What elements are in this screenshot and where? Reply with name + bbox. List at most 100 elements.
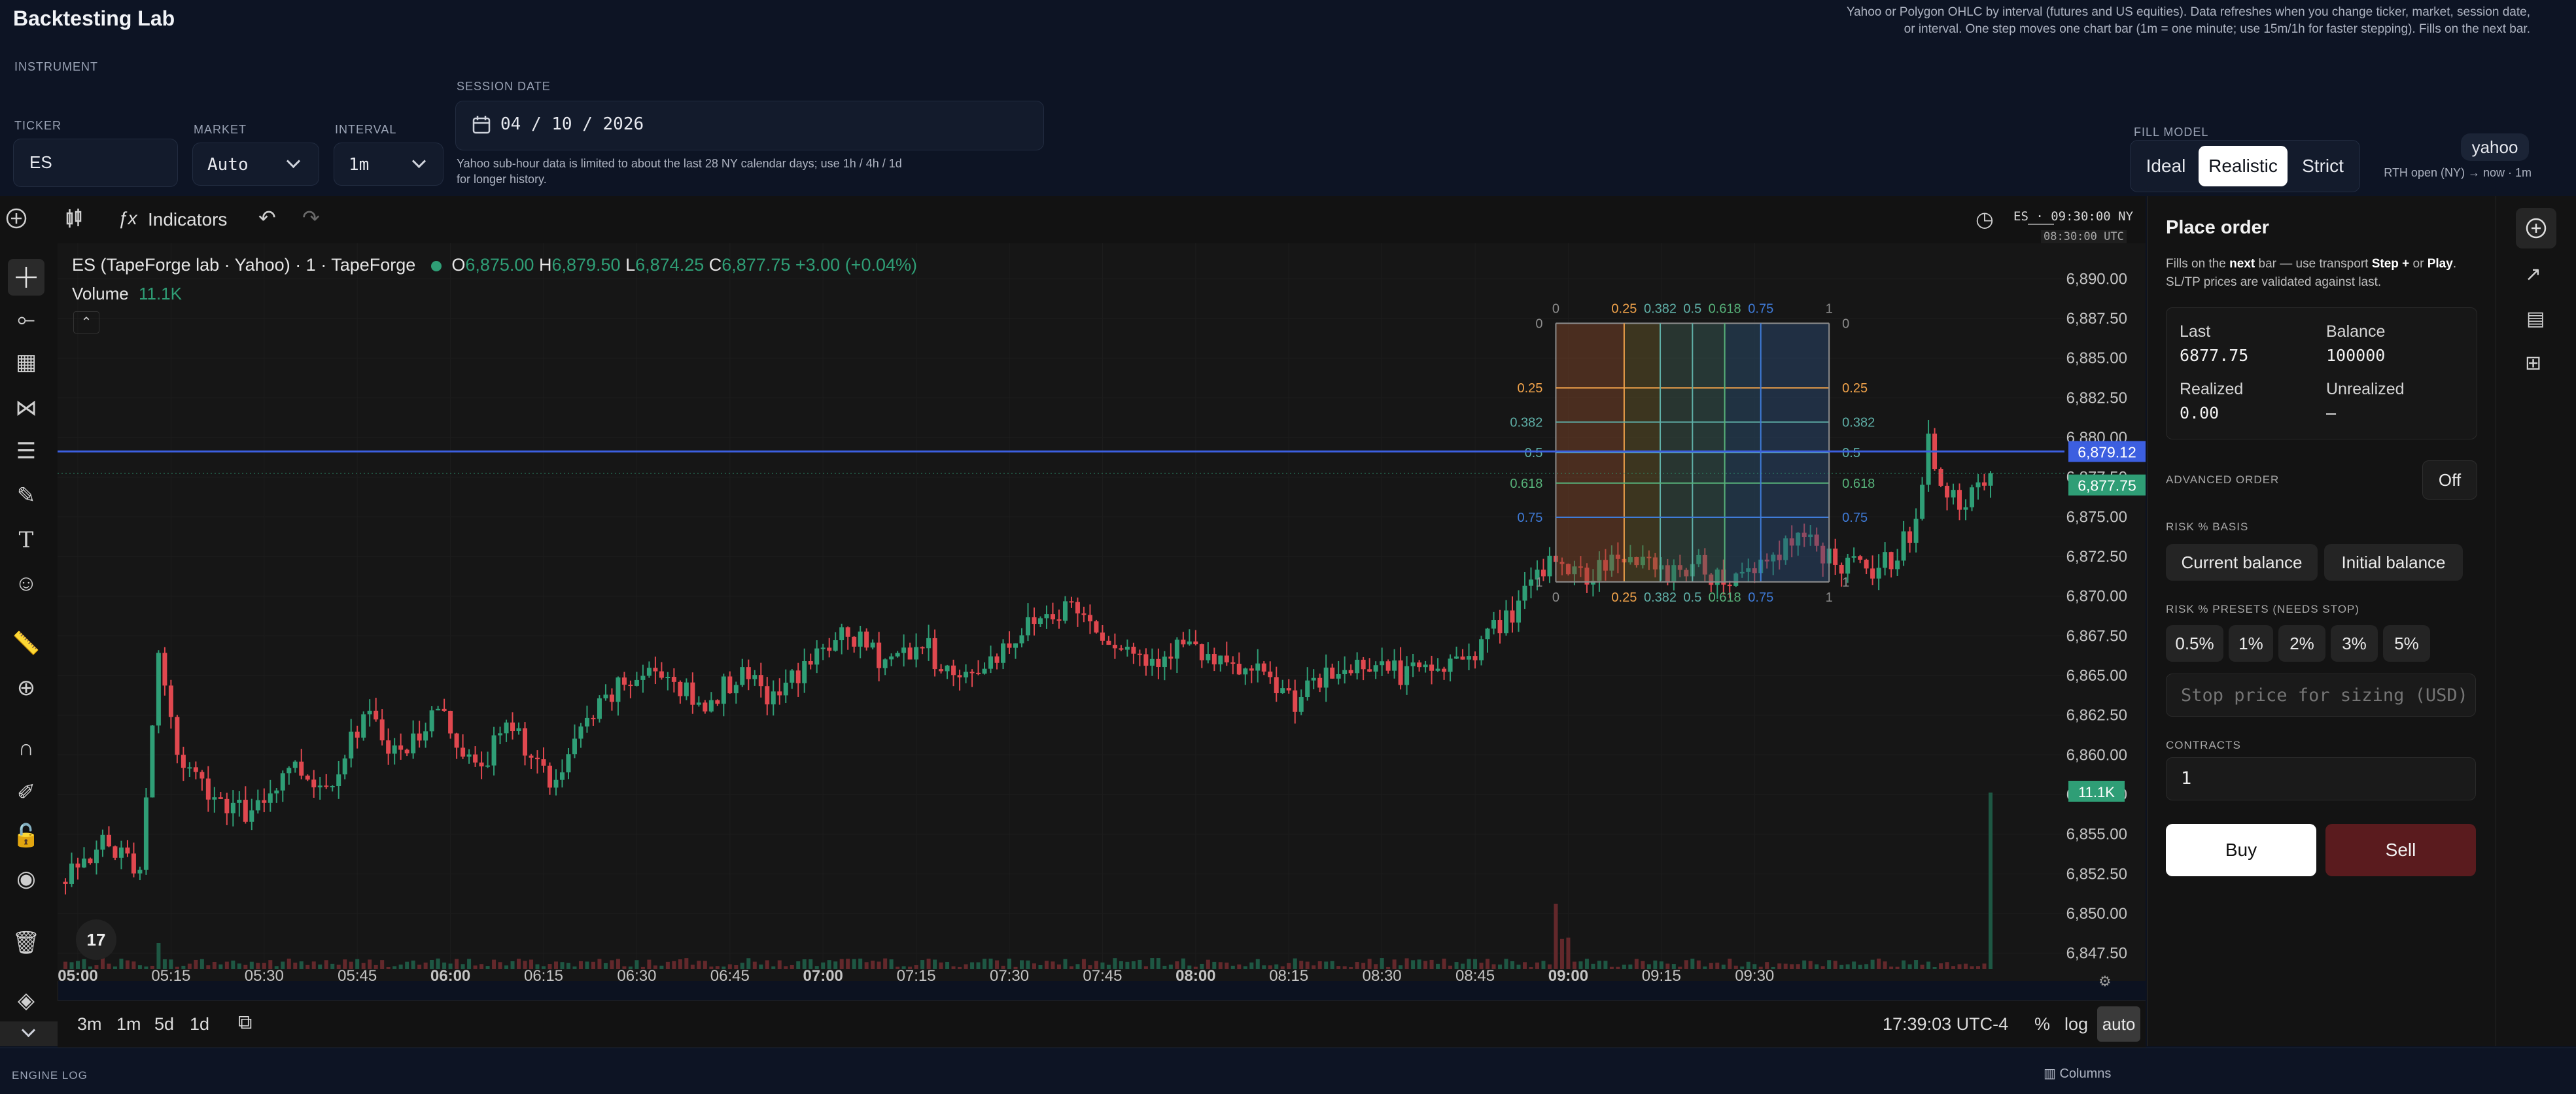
preset-0-5-button[interactable]: 0.5%: [2166, 625, 2223, 662]
candle-body: [1783, 538, 1788, 560]
pattern-icon[interactable]: ⋈: [15, 396, 37, 420]
settings-icon[interactable]: ⚙: [2098, 973, 2112, 989]
magnet-icon[interactable]: ∩: [18, 736, 35, 761]
date-range-icon[interactable]: ⧉: [238, 1012, 252, 1033]
preset-2-button[interactable]: 2%: [2278, 625, 2325, 662]
candle-body: [920, 647, 925, 649]
fill-ideal-button[interactable]: Ideal: [2146, 156, 2186, 176]
volume-bar: [386, 966, 391, 969]
columns-icon: ▥: [2044, 1067, 2060, 1081]
buy-button[interactable]: Buy: [2166, 824, 2316, 876]
volume-bar: [690, 965, 695, 969]
layers-icon[interactable]: ◈: [17, 988, 35, 1013]
redo-icon[interactable]: ↷: [302, 206, 320, 230]
volume-bar: [814, 966, 819, 969]
candle-body: [1777, 555, 1782, 560]
columns-button[interactable]: ▥ Columns: [2044, 1065, 2111, 1082]
range-1m[interactable]: 1m: [116, 1014, 141, 1034]
price-chart[interactable]: 6,890.00 6,887.50 6,885.00 6,882.50 6,880.00…: [58, 243, 2146, 989]
range-5d[interactable]: 5d: [154, 1014, 175, 1034]
preset-3-button[interactable]: 3%: [2331, 625, 2378, 662]
volume-bar: [1312, 965, 1316, 969]
risk-basis-current-button[interactable]: Current balance: [2166, 544, 2318, 581]
candle-body: [1112, 645, 1117, 649]
stay-drawing-icon[interactable]: ✐: [16, 780, 36, 805]
fib-label-right: 0: [1842, 316, 1849, 331]
candle-body: [1330, 667, 1335, 679]
indicators-icon[interactable]: ƒx: [118, 208, 137, 228]
candle-body: [1032, 617, 1037, 624]
log-toggle[interactable]: log: [2064, 1014, 2089, 1034]
grid-apps-icon[interactable]: ⊞: [2525, 352, 2542, 374]
chart-tab-icon[interactable]: ↗: [2525, 264, 2542, 285]
add-symbol-icon[interactable]: [0, 207, 33, 236]
brush-icon[interactable]: ✎: [16, 483, 36, 508]
trendline-icon[interactable]: ⟜: [17, 307, 35, 332]
candle-body: [858, 631, 863, 647]
candle-body: [1646, 556, 1652, 558]
volume-bar: [1038, 965, 1043, 969]
preset-1-button[interactable]: 1%: [2229, 625, 2273, 662]
candle-body: [951, 665, 956, 675]
ticker-input[interactable]: ES: [13, 139, 178, 187]
volume-bar: [734, 965, 739, 969]
timezone-clock[interactable]: 17:39:03 UTC-4: [1883, 1014, 2009, 1034]
indicators-button[interactable]: Indicators: [148, 209, 228, 230]
advanced-order-toggle[interactable]: Off: [2422, 460, 2477, 500]
candle-body: [1491, 620, 1497, 629]
preset-5-button[interactable]: 5%: [2383, 625, 2430, 662]
trash-icon[interactable]: 🗑: [12, 931, 41, 955]
ruler-icon[interactable]: 📏: [12, 631, 41, 656]
candles-icon[interactable]: [58, 207, 90, 236]
percent-toggle[interactable]: %: [2034, 1014, 2051, 1034]
candle-body: [1293, 690, 1298, 712]
candle-body: [75, 863, 80, 868]
zoom-icon[interactable]: ⊕: [16, 675, 36, 700]
candle-body: [634, 679, 639, 686]
fib-grid-icon[interactable]: ▦: [15, 350, 37, 375]
emoji-icon[interactable]: ☺: [14, 571, 38, 596]
volume-bar: [1162, 965, 1167, 969]
fill-strict-button[interactable]: Strict: [2302, 156, 2344, 176]
risk-basis-initial-button[interactable]: Initial balance: [2324, 544, 2463, 581]
lock-icon[interactable]: 🔓: [12, 823, 41, 848]
stop-price-input[interactable]: [2166, 674, 2476, 717]
fib-label-right: 0.25: [1842, 381, 1868, 396]
sell-button[interactable]: Sell: [2325, 824, 2476, 876]
session-date-input[interactable]: 04 / 10 / 2026: [455, 101, 1044, 150]
undo-icon[interactable]: ↶: [258, 206, 276, 230]
candle-body: [243, 800, 248, 822]
crosshair-tool[interactable]: [8, 259, 44, 296]
range-3m[interactable]: 3m: [77, 1014, 102, 1034]
market-select[interactable]: Auto: [192, 143, 319, 186]
volume-bar: [1790, 964, 1794, 969]
volume-bar: [597, 959, 602, 969]
candle-body: [1721, 569, 1726, 585]
volume-bar: [827, 960, 831, 969]
volume-bar: [1355, 962, 1359, 969]
price-axis-tick: 6,855.00: [2066, 826, 2127, 844]
volume-bar: [343, 959, 347, 969]
eye-icon[interactable]: ◉: [16, 866, 36, 891]
contracts-input[interactable]: 1: [2166, 757, 2476, 800]
clipboard-icon[interactable]: ▤: [2526, 308, 2545, 330]
fill-realistic-button[interactable]: Realistic: [2199, 146, 2288, 186]
text-icon[interactable]: T: [18, 527, 34, 553]
order-tab-icon[interactable]: [2516, 208, 2556, 248]
replay-icon[interactable]: ◷: [1976, 207, 1994, 231]
candle-body: [1851, 556, 1856, 558]
projection-icon[interactable]: ☰: [16, 439, 37, 464]
range-1d[interactable]: 1d: [190, 1014, 210, 1034]
chart-canvas[interactable]: 6,890.006,887.506,885.006,882.506,880.00…: [58, 243, 2146, 981]
collapse-tools-button[interactable]: [0, 1021, 58, 1046]
candle-body: [374, 710, 379, 720]
collapse-legend-button[interactable]: ⌃: [73, 311, 99, 333]
auto-scale-toggle[interactable]: auto: [2097, 1006, 2140, 1042]
candle-body: [1392, 660, 1397, 671]
interval-select[interactable]: 1m: [334, 143, 444, 186]
candle-body: [1634, 557, 1639, 566]
volume-bar: [591, 961, 595, 969]
volume-bar: [883, 958, 888, 969]
candle-body: [466, 754, 472, 757]
volume-bar: [69, 962, 74, 969]
